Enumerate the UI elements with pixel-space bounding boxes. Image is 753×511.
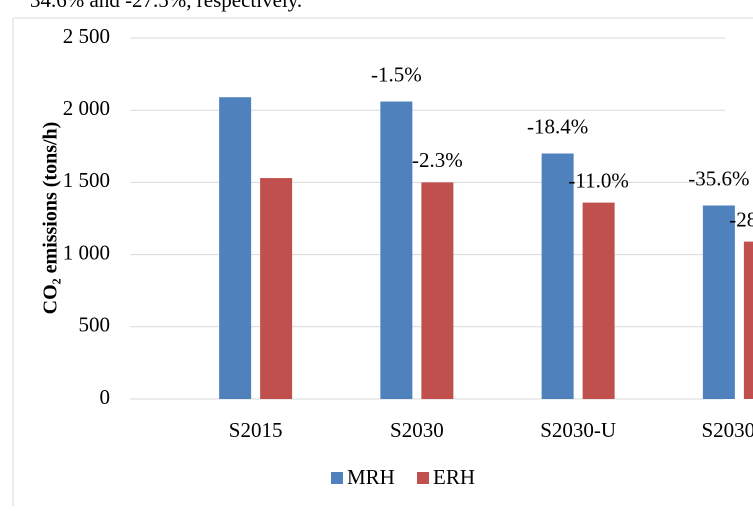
x-tick-label: S2030-D [701,418,753,442]
y-axis-title: CO₂ emissions (tons/h) [40,122,62,315]
legend-label: ERH [433,465,475,489]
change-label: -18.4% [527,114,588,138]
change-label: -35.6% [688,166,749,190]
y-tick-label: 1 500 [63,168,110,192]
x-tick-label: S2030 [390,418,444,442]
change-label: -11.0% [568,168,628,192]
bar [582,202,615,399]
y-tick-label: 2 000 [63,96,110,120]
y-tick-label: 500 [79,313,111,337]
bar [219,97,252,399]
legend-swatch [417,472,429,484]
change-label: -28.9% [729,207,753,231]
x-tick-label: S2030-U [540,418,616,442]
x-tick-label: S2015 [229,418,283,442]
bar [702,205,735,399]
y-tick-label: 2 500 [63,24,110,48]
caption-fragment: 34.6% and -27.5%, respectively. [30,0,302,12]
bar [421,182,454,399]
change-label: -2.3% [412,148,463,172]
y-tick-label: 0 [100,385,111,409]
bar [541,153,574,399]
change-label: -1.5% [371,62,422,86]
legend-label: MRH [347,465,395,489]
legend-swatch [331,472,343,484]
y-tick-label: 1 000 [63,240,110,264]
bar [743,241,753,399]
bar [260,178,293,399]
bar [380,101,413,399]
